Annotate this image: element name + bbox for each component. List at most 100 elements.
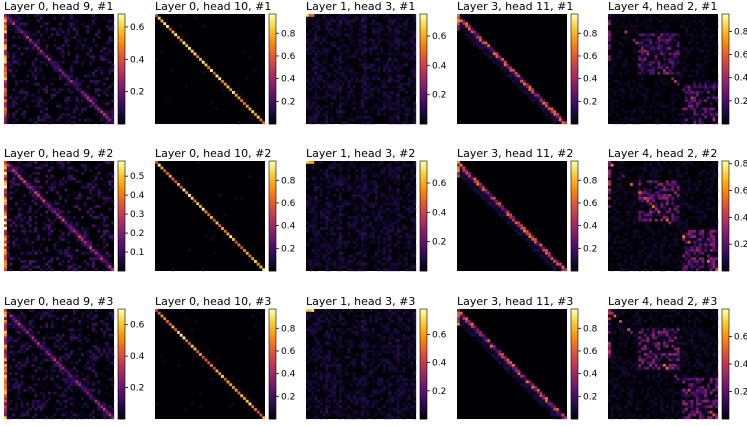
heatmap-cell xyxy=(638,118,642,122)
heatmap-cell xyxy=(59,33,62,37)
heatmap-cell xyxy=(355,118,359,122)
heatmap-cell xyxy=(89,246,93,250)
heatmap-cell xyxy=(42,52,46,56)
colorbar-segment xyxy=(420,77,427,81)
colorbar-segment xyxy=(571,55,578,59)
heatmap-cell xyxy=(328,19,331,23)
heatmap-cell xyxy=(396,82,400,86)
heatmap-cell xyxy=(17,166,21,170)
heatmap-cell xyxy=(385,213,389,217)
heatmap-cell xyxy=(369,221,373,225)
heatmap-cell xyxy=(168,27,172,31)
colorbar-segment xyxy=(722,80,729,84)
heatmap-cell xyxy=(94,205,98,208)
heatmap-cell xyxy=(350,55,353,59)
heatmap-cell xyxy=(23,99,27,103)
colorbar-segment xyxy=(118,91,125,95)
heatmap-cell xyxy=(388,207,392,211)
heatmap-cell xyxy=(330,238,334,241)
heatmap-cell xyxy=(676,169,680,173)
heatmap-cell xyxy=(704,161,708,164)
heatmap-cell xyxy=(352,22,356,26)
heatmap-cell xyxy=(693,91,697,94)
heatmap-cell xyxy=(23,229,27,233)
colorbar-segment xyxy=(269,104,276,108)
heatmap-cell xyxy=(608,88,611,92)
heatmap-cell xyxy=(369,121,373,125)
colorbar-tick-label: 0.6 xyxy=(432,179,447,189)
heatmap-cell xyxy=(45,58,49,61)
colorbar-segment xyxy=(420,16,427,20)
heatmap-cell xyxy=(495,52,499,56)
heatmap-cell xyxy=(663,36,666,39)
heatmap-cell xyxy=(663,63,666,67)
heatmap-cell xyxy=(372,174,375,178)
heatmap-cell xyxy=(468,36,471,39)
heatmap-cell xyxy=(399,85,403,89)
heatmap-cell xyxy=(64,199,68,203)
heatmap-cell xyxy=(314,33,318,37)
colorbar-segment xyxy=(118,27,125,31)
heatmap-cell xyxy=(248,107,252,111)
heatmap-cell xyxy=(654,30,658,34)
heatmap-cell xyxy=(385,174,389,178)
heatmap-cell xyxy=(314,88,318,92)
heatmap-cell xyxy=(690,41,694,45)
heatmap-cell xyxy=(314,82,318,86)
heatmap-cell xyxy=(53,16,57,20)
heatmap-cell xyxy=(26,183,29,186)
heatmap-cell xyxy=(712,80,716,83)
heatmap-cell xyxy=(385,207,389,211)
heatmap-cell xyxy=(72,110,76,114)
heatmap-cell xyxy=(358,196,362,200)
heatmap-cell xyxy=(105,218,109,222)
heatmap-cell xyxy=(4,213,7,217)
heatmap-cell xyxy=(405,240,408,244)
heatmap-cell xyxy=(81,80,84,83)
heatmap-cell xyxy=(15,216,18,219)
heatmap-cell xyxy=(317,49,320,53)
colorbar-segment xyxy=(118,22,125,26)
heatmap-cell xyxy=(698,47,702,50)
heatmap-cell xyxy=(100,66,104,70)
heatmap-cell xyxy=(399,254,403,258)
heatmap-cell xyxy=(635,104,639,108)
heatmap-cell xyxy=(385,19,389,23)
heatmap-cell xyxy=(39,63,43,67)
heatmap-cell xyxy=(413,77,417,81)
heatmap-cell xyxy=(413,196,417,200)
heatmap-cell xyxy=(89,55,93,59)
heatmap-cell xyxy=(20,229,24,233)
heatmap-cell xyxy=(383,66,386,70)
heatmap-cell xyxy=(649,33,653,37)
heatmap-cell xyxy=(394,166,397,170)
heatmap-cell xyxy=(405,16,408,20)
heatmap-cell xyxy=(363,268,367,272)
heatmap-cell xyxy=(674,118,677,122)
heatmap-cell xyxy=(89,60,93,64)
heatmap-cell xyxy=(641,82,644,86)
heatmap-cell xyxy=(317,91,320,94)
heatmap-cell xyxy=(632,38,636,42)
colorbar-segment xyxy=(420,99,427,103)
heatmap-cell xyxy=(111,121,115,125)
colorbar-segment xyxy=(269,268,276,272)
heatmap-cell xyxy=(61,36,65,39)
heatmap-cell xyxy=(75,221,79,225)
heatmap-cell xyxy=(679,63,683,67)
heatmap-cell xyxy=(536,246,540,250)
heatmap-cell xyxy=(534,243,537,247)
heatmap-cell xyxy=(94,224,98,228)
heatmap-cell xyxy=(67,251,71,255)
heatmap-cell xyxy=(391,188,395,192)
heatmap-cell xyxy=(410,172,414,175)
heatmap-cell xyxy=(4,118,7,122)
colorbar-segment xyxy=(420,161,427,165)
heatmap-cell xyxy=(377,91,381,94)
heatmap-cell xyxy=(97,30,101,34)
heatmap-cell xyxy=(100,221,104,225)
heatmap-cell xyxy=(391,265,395,269)
heatmap-cell xyxy=(712,41,716,45)
heatmap-cell xyxy=(627,80,631,83)
heatmap-cell xyxy=(531,243,535,247)
